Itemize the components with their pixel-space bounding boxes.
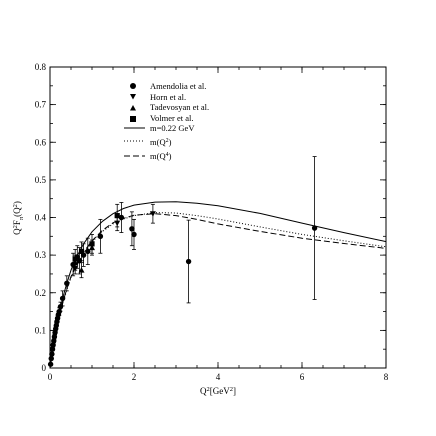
data-point-circle [70,261,76,268]
legend-marker-triangle-up [130,105,136,111]
data-point-circle [50,342,56,348]
curve-solid [49,201,387,369]
data-points [47,156,318,367]
curve-dotted [49,212,387,369]
y-tick-label: 0.8 [35,62,47,72]
data-point-square [78,248,85,254]
x-tick-label: 0 [48,372,53,382]
x-tick-label: 2 [132,372,137,382]
model-curves [49,201,387,369]
y-tick-label: 0.5 [35,175,47,185]
legend: Amendolia et al. Horn et al. Tadevosyan … [124,81,209,161]
data-point-circle [118,214,125,221]
legend-label-mq2: m(Q2) [150,137,172,147]
data-point-square [89,241,95,247]
y-tick-label: 0.6 [35,137,47,147]
x-tick-label: 4 [216,372,221,382]
data-point-circle [80,252,87,258]
data-point-triangle-down [149,211,156,217]
data-point-square [72,256,78,262]
legend-marker-square [130,116,136,122]
legend-label-tadevosyan: Tadevosyan et al. [150,102,209,112]
x-axis-label: Q2[GeV2] [200,386,236,396]
x-tick-label: 6 [300,372,305,382]
y-axis: 0 0.1 0.2 0.3 0.4 0.5 0.6 0.7 0.8 Q2Fπ(Q2) [12,62,386,373]
data-point-circle [129,226,135,232]
data-point-circle [51,338,57,344]
data-point-circle [47,361,54,367]
data-point-circle [51,334,58,340]
legend-label-horn: Horn et al. [150,92,186,102]
legend-label-m022: m=0.22 GeV [150,123,195,133]
y-tick-label: 0 [42,363,47,373]
data-point-square [114,213,120,219]
data-point-circle [57,303,64,310]
curve-dashed [49,213,387,369]
data-point-triangle-up [78,267,85,273]
y-tick-label: 0.2 [35,288,46,298]
plot-frame [49,66,387,369]
data-point-circle [49,351,55,357]
data-point-circle [49,346,56,352]
data-point-circle [131,231,137,238]
y-tick-label: 0.3 [35,250,47,260]
y-tick-label: 0.1 [35,325,46,335]
data-point-circle [85,248,91,255]
legend-marker-triangle-down [130,94,136,100]
y-tick-label: 0.7 [35,100,47,110]
legend-label-mq4: m(Q4) [150,151,172,161]
legend-label-volmer: Volmer et al. [150,113,194,123]
data-point-circle [97,233,104,240]
y-tick-label: 0.4 [35,213,47,223]
data-point-circle [59,295,66,302]
data-point-circle [185,258,192,265]
data-point-circle [311,225,318,231]
x-tick-label: 8 [384,372,389,382]
data-point-circle [76,258,83,264]
data-point-circle [48,355,54,362]
y-axis-label: Q2Fπ(Q2) [12,201,25,235]
legend-label-amendolia: Amendolia et al. [150,81,206,91]
legend-marker-circle [130,83,136,89]
data-point-circle [64,280,70,287]
